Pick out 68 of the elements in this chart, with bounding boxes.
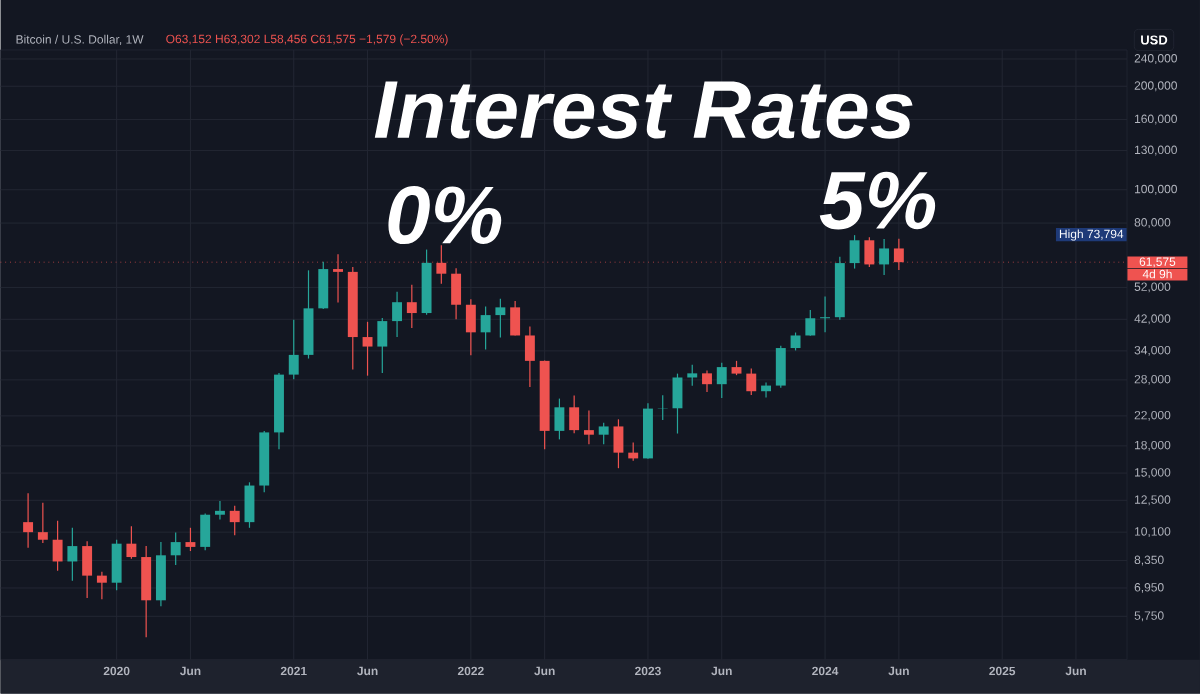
- text: USD: [1141, 35, 1168, 45]
- annotation: High 73,794: [1059, 229, 1124, 241]
- candlestick: [406, 284, 417, 329]
- candlestick: [716, 362, 727, 399]
- candlestick: [554, 398, 565, 441]
- x-tick-label: Jun: [534, 666, 555, 676]
- candlestick: [583, 410, 594, 445]
- candlestick: [687, 364, 698, 387]
- y-tick-label: 28,000: [1134, 375, 1171, 385]
- y-tick-label: 52,000: [1134, 282, 1171, 293]
- y-tick-label: 80,000: [1134, 218, 1171, 229]
- candlestick: [657, 394, 668, 421]
- x-tick-label: 2022: [457, 666, 484, 676]
- x-tick-label: 2021: [280, 666, 307, 676]
- candlestick: [67, 527, 78, 582]
- x-tick-label: 2024: [812, 666, 839, 676]
- y-tick-label: 18,000: [1135, 441, 1171, 451]
- annotation: 5%: [819, 171, 936, 230]
- candlestick: [746, 368, 757, 396]
- x-tick-label: Jun: [711, 666, 732, 676]
- candlestick: [170, 532, 181, 566]
- candlestick: [52, 520, 63, 572]
- y-tick-label: 42,000: [1134, 314, 1171, 325]
- text: O63,152 H63,302 L58,456 C61,575 −1,579 (−2.50%): [166, 34, 448, 46]
- candlestick: [96, 571, 107, 600]
- y-tick-label: 240,000: [1134, 54, 1177, 65]
- candlestick: [480, 305, 491, 351]
- candlestick: [569, 395, 580, 434]
- x-tick-label: Jun: [1065, 666, 1086, 676]
- y-tick-label: 15,000: [1135, 468, 1171, 479]
- x-tick-label: 2020: [103, 666, 130, 676]
- candlestick: [126, 525, 137, 560]
- x-tick-label: Jun: [179, 666, 201, 676]
- x-tick-label: 2023: [635, 666, 661, 676]
- y-tick-label: 12,500: [1135, 495, 1171, 506]
- candlestick: [185, 527, 196, 552]
- annotation: 0%: [388, 186, 502, 245]
- y-tick-label: 5,750: [1134, 611, 1164, 622]
- candlestick: [23, 492, 34, 549]
- text: 4d 9h: [1142, 269, 1172, 279]
- candlestick: [214, 500, 225, 521]
- chart-title: Bitcoin / U.S. Dollar, 1W: [16, 34, 144, 46]
- y-tick-label: 22,000: [1134, 411, 1171, 421]
- candlestick: [37, 502, 48, 544]
- candlestick: [702, 370, 712, 393]
- y-tick-label: 130,000: [1135, 145, 1177, 156]
- candlestick: [879, 238, 890, 276]
- y-tick-label: 34,000: [1134, 346, 1171, 356]
- y-tick-label: 160,000: [1135, 114, 1177, 125]
- y-tick-label: 6,950: [1134, 583, 1164, 594]
- candlestick: [849, 234, 860, 270]
- y-tick-label: 200,000: [1134, 81, 1177, 92]
- candlestick: [495, 298, 506, 339]
- y-tick-label: 100,000: [1135, 184, 1177, 195]
- candlestick: [598, 422, 609, 445]
- x-tick-label: 2025: [989, 666, 1016, 676]
- candlestick: [288, 319, 299, 381]
- y-tick-label: 10,100: [1135, 527, 1171, 538]
- candlestick: [392, 291, 403, 338]
- candlestick: [820, 295, 831, 333]
- candlestick: [229, 505, 240, 536]
- y-tick-label: 8,350: [1134, 555, 1164, 566]
- ref-line-label: 61,575: [1139, 257, 1176, 268]
- x-tick-label: Jun: [357, 666, 378, 676]
- x-tick-label: Jun: [888, 666, 909, 676]
- candlestick: [362, 321, 373, 377]
- candlestick: [805, 309, 816, 337]
- annotation: Interest Rates: [374, 81, 913, 139]
